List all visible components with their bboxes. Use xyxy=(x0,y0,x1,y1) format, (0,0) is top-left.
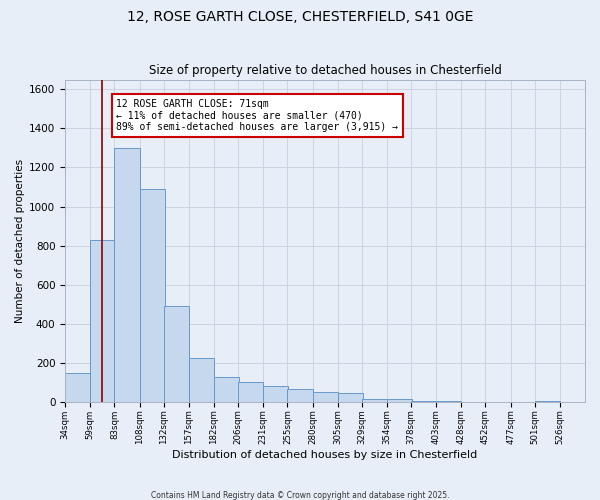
Bar xyxy=(436,401,461,402)
Text: 12, ROSE GARTH CLOSE, CHESTERFIELD, S41 0GE: 12, ROSE GARTH CLOSE, CHESTERFIELD, S41 … xyxy=(127,10,473,24)
Bar xyxy=(140,189,164,402)
Bar xyxy=(214,376,239,402)
Text: Contains HM Land Registry data © Crown copyright and database right 2025.: Contains HM Land Registry data © Crown c… xyxy=(151,490,449,500)
Text: 12 ROSE GARTH CLOSE: 71sqm
← 11% of detached houses are smaller (470)
89% of sem: 12 ROSE GARTH CLOSE: 71sqm ← 11% of deta… xyxy=(116,99,398,132)
Bar xyxy=(535,401,560,402)
Bar xyxy=(313,392,338,402)
Bar xyxy=(387,399,412,402)
Bar xyxy=(263,386,289,402)
Bar xyxy=(362,399,387,402)
Title: Size of property relative to detached houses in Chesterfield: Size of property relative to detached ho… xyxy=(149,64,502,77)
Bar xyxy=(287,389,313,402)
Bar xyxy=(238,382,263,402)
Bar xyxy=(90,240,115,402)
Bar xyxy=(164,306,189,402)
Bar xyxy=(189,358,214,402)
Y-axis label: Number of detached properties: Number of detached properties xyxy=(15,158,25,323)
Bar xyxy=(411,401,436,402)
Bar xyxy=(338,393,363,402)
X-axis label: Distribution of detached houses by size in Chesterfield: Distribution of detached houses by size … xyxy=(172,450,478,460)
Bar xyxy=(65,372,90,402)
Bar xyxy=(115,148,140,402)
